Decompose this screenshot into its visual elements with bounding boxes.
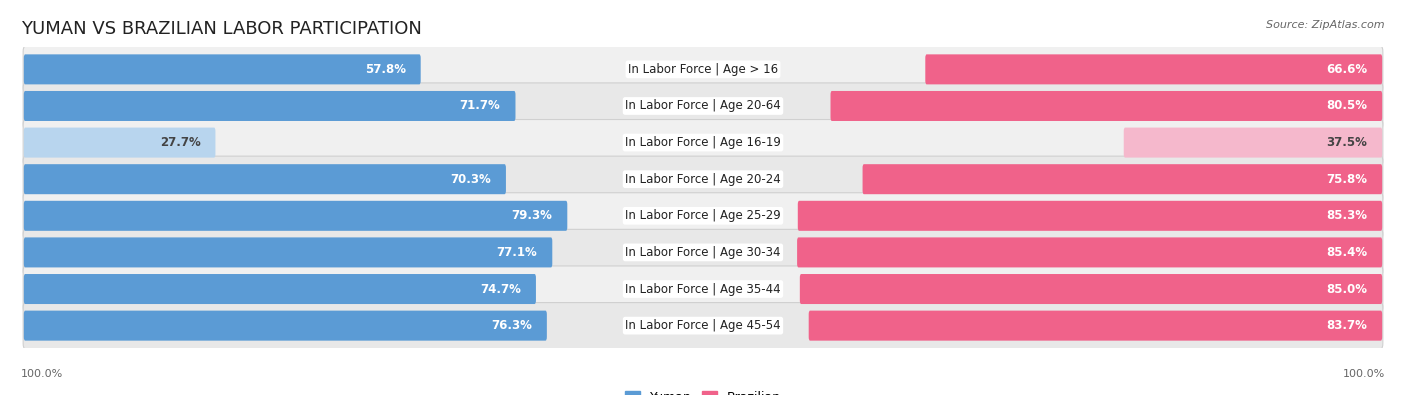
FancyBboxPatch shape	[24, 91, 516, 121]
Text: 77.1%: 77.1%	[496, 246, 537, 259]
FancyBboxPatch shape	[24, 128, 215, 158]
Text: 71.7%: 71.7%	[460, 100, 501, 113]
FancyBboxPatch shape	[831, 91, 1382, 121]
Text: 76.3%: 76.3%	[491, 319, 531, 332]
FancyBboxPatch shape	[24, 237, 553, 267]
FancyBboxPatch shape	[22, 156, 1384, 202]
Text: In Labor Force | Age 20-24: In Labor Force | Age 20-24	[626, 173, 780, 186]
FancyBboxPatch shape	[24, 55, 420, 85]
FancyBboxPatch shape	[22, 46, 1384, 92]
Text: In Labor Force | Age 25-29: In Labor Force | Age 25-29	[626, 209, 780, 222]
Text: Source: ZipAtlas.com: Source: ZipAtlas.com	[1267, 20, 1385, 30]
FancyBboxPatch shape	[800, 274, 1382, 304]
Text: 75.8%: 75.8%	[1326, 173, 1367, 186]
FancyBboxPatch shape	[22, 193, 1384, 239]
Text: YUMAN VS BRAZILIAN LABOR PARTICIPATION: YUMAN VS BRAZILIAN LABOR PARTICIPATION	[21, 20, 422, 38]
Text: 70.3%: 70.3%	[450, 173, 491, 186]
Text: 74.7%: 74.7%	[479, 282, 522, 295]
Text: 100.0%: 100.0%	[21, 369, 63, 379]
Text: In Labor Force | Age 20-64: In Labor Force | Age 20-64	[626, 100, 780, 113]
FancyBboxPatch shape	[22, 229, 1384, 275]
Text: 27.7%: 27.7%	[160, 136, 201, 149]
Text: 37.5%: 37.5%	[1326, 136, 1367, 149]
FancyBboxPatch shape	[24, 310, 547, 340]
FancyBboxPatch shape	[22, 266, 1384, 312]
Text: In Labor Force | Age 45-54: In Labor Force | Age 45-54	[626, 319, 780, 332]
FancyBboxPatch shape	[797, 237, 1382, 267]
FancyBboxPatch shape	[22, 303, 1384, 349]
Text: In Labor Force | Age 30-34: In Labor Force | Age 30-34	[626, 246, 780, 259]
Text: In Labor Force | Age 35-44: In Labor Force | Age 35-44	[626, 282, 780, 295]
FancyBboxPatch shape	[925, 55, 1382, 85]
FancyBboxPatch shape	[24, 164, 506, 194]
Legend: Yuman, Brazilian: Yuman, Brazilian	[621, 387, 785, 395]
Text: 80.5%: 80.5%	[1326, 100, 1367, 113]
Text: 100.0%: 100.0%	[1343, 369, 1385, 379]
FancyBboxPatch shape	[1123, 128, 1382, 158]
FancyBboxPatch shape	[808, 310, 1382, 340]
FancyBboxPatch shape	[22, 83, 1384, 129]
Text: In Labor Force | Age > 16: In Labor Force | Age > 16	[628, 63, 778, 76]
FancyBboxPatch shape	[862, 164, 1382, 194]
Text: 85.0%: 85.0%	[1326, 282, 1367, 295]
Text: 79.3%: 79.3%	[512, 209, 553, 222]
Text: 66.6%: 66.6%	[1326, 63, 1367, 76]
FancyBboxPatch shape	[24, 274, 536, 304]
Text: 85.3%: 85.3%	[1326, 209, 1367, 222]
Text: 57.8%: 57.8%	[364, 63, 406, 76]
FancyBboxPatch shape	[24, 201, 567, 231]
Text: In Labor Force | Age 16-19: In Labor Force | Age 16-19	[626, 136, 780, 149]
FancyBboxPatch shape	[797, 201, 1382, 231]
Text: 85.4%: 85.4%	[1326, 246, 1367, 259]
Text: 83.7%: 83.7%	[1326, 319, 1367, 332]
FancyBboxPatch shape	[22, 120, 1384, 166]
